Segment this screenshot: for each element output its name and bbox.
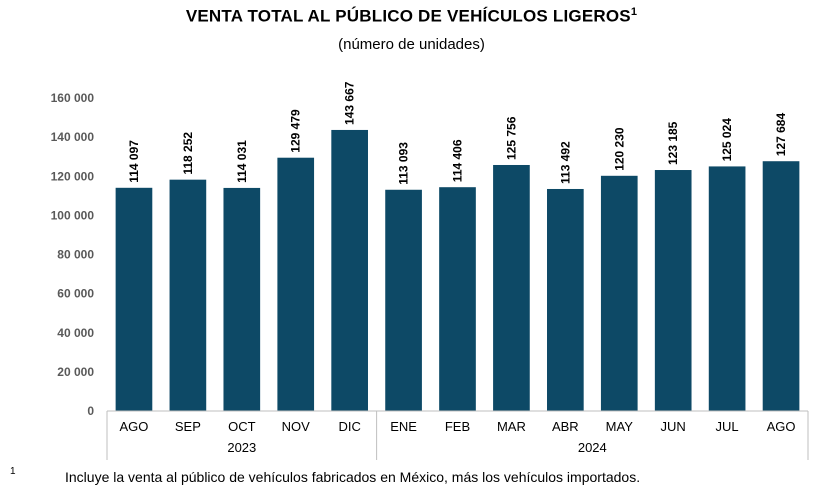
y-tick-label: 20 000 — [57, 365, 94, 379]
footnote-text: Incluye la venta al público de vehículos… — [65, 469, 641, 485]
y-tick-label: 40 000 — [57, 326, 94, 340]
x-tick-label: DIC — [338, 419, 360, 434]
data-label: 118 252 — [181, 132, 195, 175]
bar — [654, 170, 692, 411]
y-tick-label: 160 000 — [51, 91, 95, 105]
y-tick-label: 60 000 — [57, 287, 94, 301]
data-label: 113 492 — [558, 141, 572, 184]
chart-title: VENTA TOTAL AL PÚBLICO DE VEHÍCULOS LIGE… — [0, 6, 823, 27]
y-tick-label: 0 — [87, 404, 94, 418]
bar — [277, 157, 315, 411]
bar — [169, 179, 207, 411]
chart-title-footnote-mark: 1 — [630, 6, 638, 18]
data-label: 125 024 — [720, 118, 734, 162]
data-label: 113 093 — [397, 142, 411, 185]
bar — [708, 166, 746, 411]
bar — [547, 188, 584, 411]
x-tick-label: JUN — [661, 419, 686, 434]
x-tick-label: AGO — [767, 419, 796, 434]
bar — [115, 187, 153, 411]
y-tick-label: 140 000 — [51, 130, 95, 144]
footnote-mark: 1 — [10, 466, 16, 477]
y-tick-label: 80 000 — [57, 248, 94, 262]
x-tick-label: JUL — [716, 419, 739, 434]
chart-subtitle: (número de unidades) — [338, 36, 485, 53]
data-label: 125 756 — [504, 116, 518, 160]
chart-title-text: VENTA TOTAL AL PÚBLICO DE VEHÍCULOS LIGE… — [185, 6, 631, 26]
bar — [331, 129, 368, 412]
x-tick-label: ABR — [552, 419, 579, 434]
bar-chart: 0 20 000 40 000 60 000 80 000 100 000 120 000 1… — [51, 81, 809, 460]
x-tick-label: NOV — [282, 419, 311, 434]
y-tick-label: 120 000 — [51, 169, 95, 183]
bar — [223, 187, 261, 411]
year-group-label: 2024 — [578, 440, 607, 455]
data-label: 143 667 — [343, 81, 357, 125]
x-tick-label: AGO — [120, 419, 149, 434]
x-tick-label: OCT — [228, 419, 256, 434]
x-tick-label: FEB — [445, 419, 470, 434]
data-label: 123 185 — [666, 121, 680, 165]
bar — [600, 175, 638, 411]
data-label: 120 230 — [612, 127, 626, 171]
x-tick-label: MAY — [606, 419, 634, 434]
y-tick-label: 100 000 — [51, 208, 95, 222]
bar — [439, 187, 476, 411]
x-tick-label: ENE — [390, 419, 417, 434]
data-label: 114 097 — [127, 140, 141, 183]
bar — [762, 161, 800, 411]
year-group-label: 2023 — [227, 440, 256, 455]
bar — [493, 164, 530, 411]
x-tick-label: SEP — [175, 419, 201, 434]
x-tick-label: MAR — [497, 419, 526, 434]
data-label: 114 406 — [451, 139, 465, 182]
bar — [385, 189, 422, 411]
data-label: 129 479 — [289, 109, 303, 153]
data-label: 127 684 — [774, 113, 788, 157]
data-label: 114 031 — [235, 140, 249, 183]
